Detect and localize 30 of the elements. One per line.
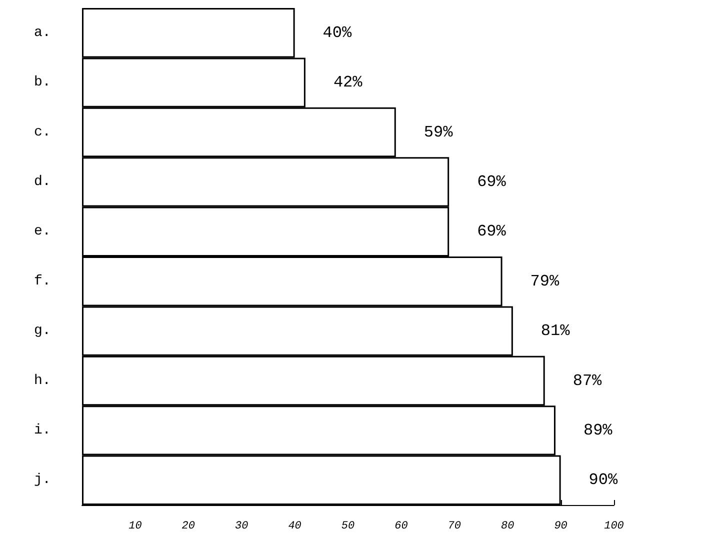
y-tick-label: a. (34, 24, 51, 41)
y-tick-label: f. (34, 273, 51, 290)
data-label: 90% (588, 471, 618, 490)
data-label: 59% (424, 123, 454, 142)
x-tick-label: 70 (448, 520, 462, 532)
data-label: 42% (333, 74, 363, 92)
x-tick-label: 60 (394, 520, 408, 532)
x-tick-label: 10 (128, 520, 142, 532)
y-tick-label: h. (34, 372, 51, 389)
data-label: 40% (322, 24, 352, 42)
x-tick-label: 30 (235, 520, 249, 532)
data-label: 81% (540, 322, 570, 340)
y-tick-label: b. (34, 74, 51, 91)
data-label: 89% (583, 421, 613, 440)
x-tick-label: 100 (604, 520, 624, 532)
x-tick-label: 20 (182, 520, 196, 532)
data-label: 69% (477, 222, 506, 241)
y-tick-label: d. (34, 174, 51, 190)
y-tick-label: j. (34, 472, 51, 488)
data-label: 87% (572, 372, 602, 390)
y-tick-label: i. (34, 422, 51, 438)
x-tick-label: 40 (288, 520, 302, 532)
x-tick-label: 90 (554, 520, 568, 532)
data-label: 79% (530, 272, 560, 290)
x-tick-label: 80 (501, 520, 515, 532)
y-tick-label: g. (34, 323, 51, 340)
y-tick-label: c. (34, 124, 51, 140)
x-tick-label: 50 (341, 520, 355, 532)
y-tick-label: e. (34, 224, 51, 240)
data-label: 69% (477, 172, 506, 191)
